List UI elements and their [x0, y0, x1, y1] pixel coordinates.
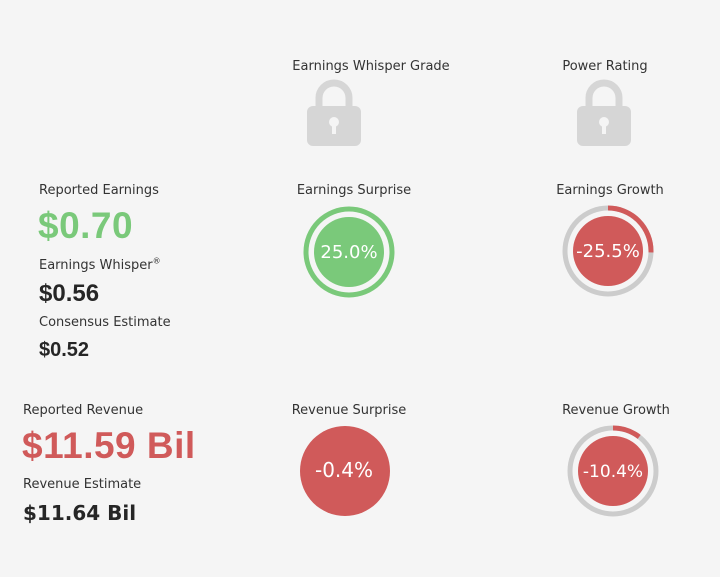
revenue-growth-gauge: -10.4%	[566, 424, 660, 522]
registered-mark: ®	[152, 256, 161, 266]
revenue-estimate-value: $11.64 Bil	[23, 501, 137, 525]
reported-revenue-label: Reported Revenue	[23, 403, 144, 418]
revenue-surprise-value: -0.4%	[315, 458, 373, 482]
earnings-whisper-label: Earnings Whisper®	[39, 256, 161, 273]
revenue-growth-value: -10.4%	[583, 462, 643, 482]
lock-icon	[577, 78, 631, 150]
revenue-estimate-label: Revenue Estimate	[23, 477, 142, 492]
earnings-growth-label: Earnings Growth	[556, 183, 664, 198]
revenue-surprise-label: Revenue Surprise	[291, 403, 407, 418]
whisper-grade-label: Earnings Whisper Grade	[292, 59, 450, 74]
revenue-surprise-gauge: -0.4%	[298, 424, 392, 522]
reported-earnings-label: Reported Earnings	[39, 183, 159, 198]
consensus-estimate-value: $0.52	[39, 339, 90, 361]
revenue-growth-label: Revenue Growth	[562, 403, 670, 418]
earnings-whisper-value: $0.56	[39, 280, 100, 307]
earnings-growth-arc	[562, 205, 654, 297]
earnings-growth-value: -25.5%	[576, 241, 640, 262]
earnings-surprise-gauge: 25.0%	[302, 205, 396, 303]
reported-earnings-value: $0.70	[38, 205, 134, 246]
consensus-estimate-label: Consensus Estimate	[39, 315, 171, 330]
earnings-surprise-label: Earnings Surprise	[296, 183, 412, 198]
revenue-growth-arc	[567, 425, 659, 517]
power-rating-label: Power Rating	[562, 59, 648, 74]
earnings-surprise-value: 25.0%	[320, 242, 377, 263]
reported-revenue-value: $11.59 Bil	[22, 425, 196, 466]
earnings-growth-gauge: -25.5%	[561, 204, 655, 302]
lock-icon	[307, 78, 361, 150]
